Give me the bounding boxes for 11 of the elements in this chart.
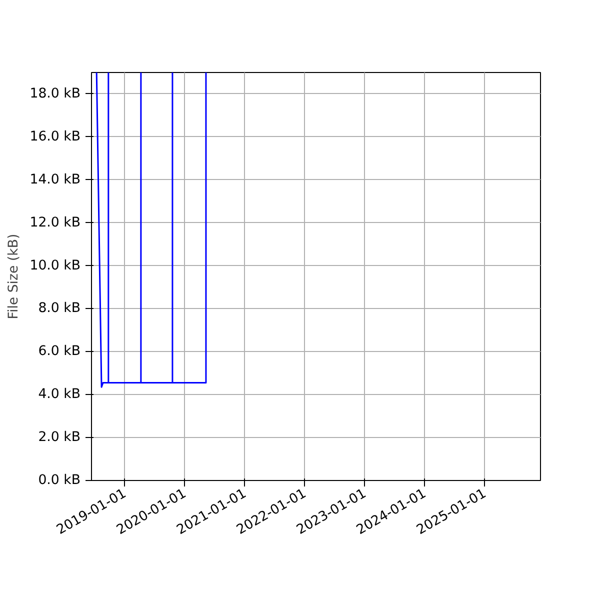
y-axis-title: File Size (kB) xyxy=(6,234,22,320)
y-tick-label: 10.0 kB xyxy=(30,258,81,274)
y-tick-label: 6.0 kB xyxy=(38,344,80,360)
y-tick-label: 16.0 kB xyxy=(30,129,81,144)
y-tick-label: 2.0 kB xyxy=(38,430,80,446)
y-tick-label: 12.0 kB xyxy=(30,215,81,230)
y-tick-label: 8.0 kB xyxy=(38,301,80,316)
y-tick-label: 4.0 kB xyxy=(38,387,80,402)
y-tick-label: 18.0 kB xyxy=(30,86,81,102)
y-tick-label: 14.0 kB xyxy=(30,172,81,188)
y-tick-label: 0.0 kB xyxy=(38,473,80,488)
